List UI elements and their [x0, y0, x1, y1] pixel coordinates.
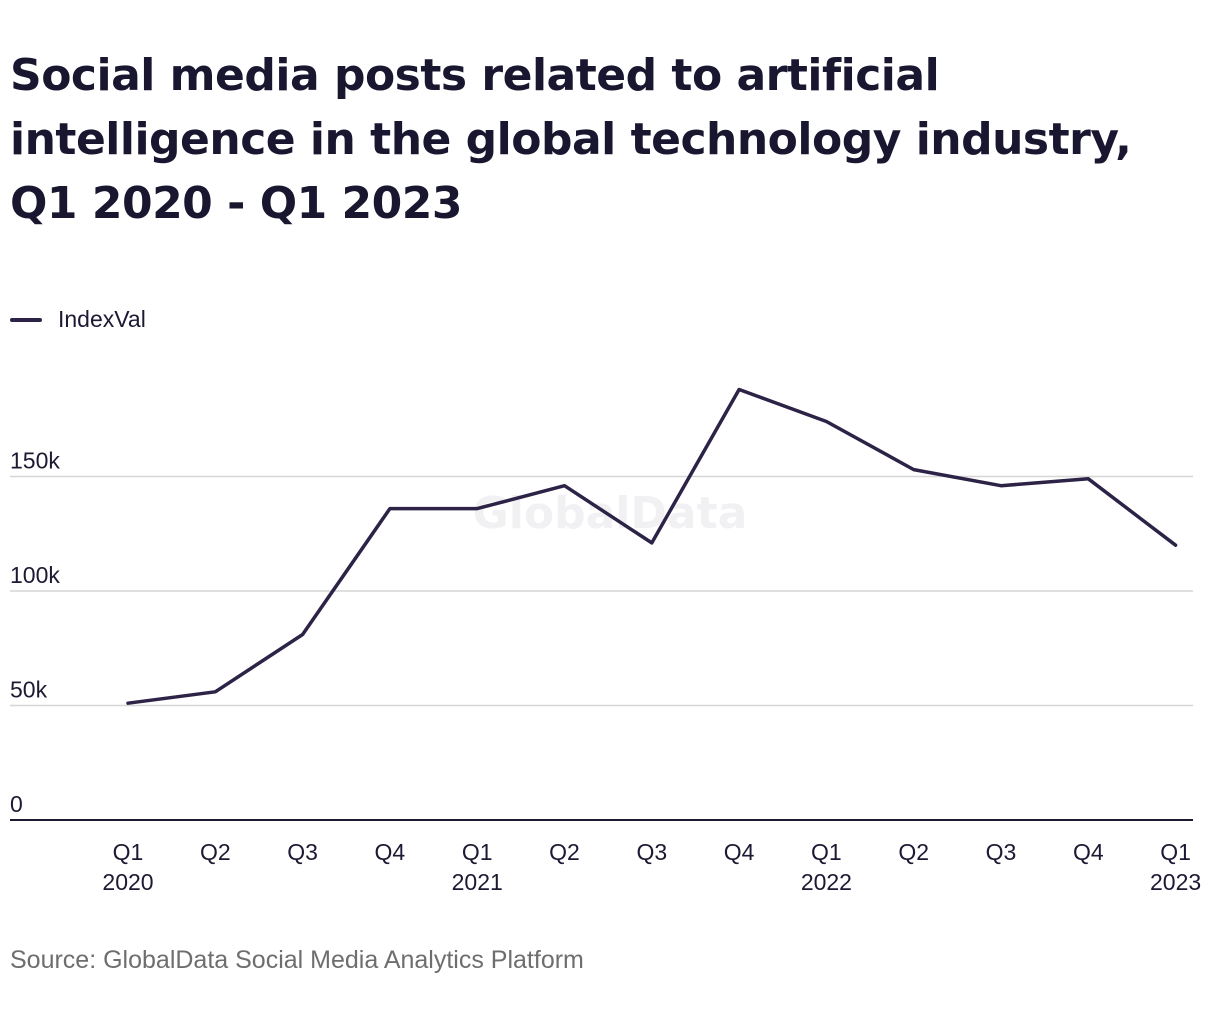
x-tick-label: Q3	[636, 839, 667, 865]
chart-title: Social media posts related to artificial…	[10, 50, 1132, 229]
x-tick-label: Q4	[1073, 839, 1104, 865]
chart-legend: IndexVal	[10, 306, 146, 333]
legend-swatch	[10, 317, 42, 322]
x-tick-year-label: 2020	[102, 869, 153, 895]
x-tick-year-label: 2023	[1150, 869, 1201, 895]
x-tick-label: Q4	[724, 839, 755, 865]
x-tick-label: Q3	[986, 839, 1017, 865]
y-tick-label: 150k	[10, 448, 60, 474]
source-note: Source: GlobalData Social Media Analytic…	[10, 946, 584, 974]
x-tick-label: Q2	[549, 839, 580, 865]
y-tick-label: 50k	[10, 677, 48, 703]
x-tick-label: Q1	[462, 839, 493, 865]
legend-label: IndexVal	[58, 306, 146, 332]
x-tick-label: Q1	[113, 839, 144, 865]
x-tick-label: Q3	[287, 839, 318, 865]
x-tick-label: Q2	[200, 839, 231, 865]
y-tick-label: 100k	[10, 562, 60, 588]
x-tick-year-label: 2022	[801, 869, 852, 895]
y-tick-label: 0	[10, 791, 23, 817]
x-tick-label: Q2	[898, 839, 929, 865]
x-tick-year-label: 2021	[452, 869, 503, 895]
x-tick-label: Q1	[811, 839, 842, 865]
x-tick-label: Q1	[1160, 839, 1191, 865]
x-tick-label: Q4	[375, 839, 406, 865]
series-line-indexval	[126, 387, 1178, 705]
